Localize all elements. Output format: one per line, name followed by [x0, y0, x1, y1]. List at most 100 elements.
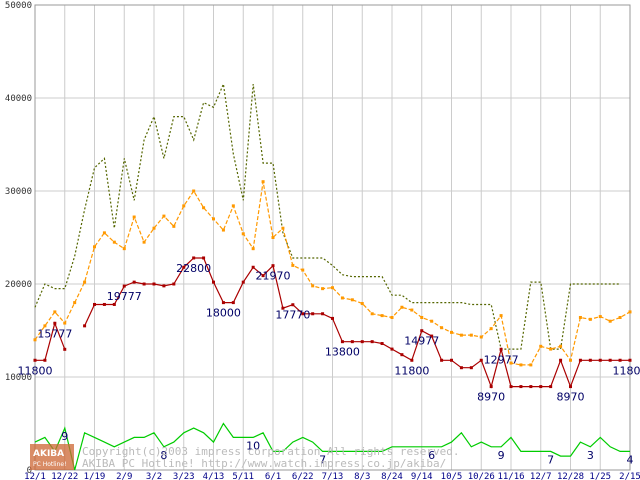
data-point — [628, 310, 632, 314]
data-point — [53, 321, 57, 325]
data-point — [360, 340, 364, 344]
price-label: 11800 — [18, 364, 53, 377]
price-label: 14977 — [404, 335, 439, 348]
data-point — [142, 282, 146, 286]
series-line-2 — [84, 257, 630, 389]
x-tick-label: 10/26 — [468, 472, 495, 480]
data-point — [221, 301, 225, 305]
data-point — [301, 312, 305, 316]
data-point — [122, 284, 126, 288]
data-point — [162, 284, 166, 288]
data-point — [489, 327, 493, 331]
series-line-0 — [34, 81, 621, 350]
data-point — [102, 302, 106, 306]
data-point — [588, 358, 592, 362]
data-point — [598, 358, 602, 362]
price-label: 11800 — [394, 364, 429, 377]
data-point — [569, 358, 572, 362]
x-tick-label: 12/1 — [24, 472, 46, 480]
data-point — [469, 366, 473, 370]
data-point — [192, 256, 196, 260]
data-point — [350, 298, 354, 302]
series-line-3 — [34, 422, 630, 471]
data-point — [152, 282, 156, 286]
data-point — [301, 268, 305, 272]
data-point — [479, 358, 483, 362]
y-tick-label: 0 — [27, 466, 32, 476]
watermark-line-1: Copyright(c)2003 impress corporation All… — [82, 445, 460, 458]
price-label: 22800 — [176, 262, 211, 275]
x-tick-label: 12/22 — [51, 472, 78, 480]
count-label: 7 — [547, 453, 554, 466]
data-point — [459, 366, 463, 370]
y-tick-label: 50000 — [5, 1, 32, 11]
data-point — [370, 312, 374, 316]
data-point — [73, 301, 77, 305]
logo-subtext: PC Hotline! — [33, 461, 66, 468]
data-point — [53, 310, 57, 314]
data-point — [311, 312, 315, 316]
data-point — [172, 224, 176, 228]
data-point — [529, 385, 533, 389]
data-point — [221, 228, 225, 232]
data-point — [43, 358, 47, 362]
grid-lines — [34, 4, 631, 471]
data-point — [370, 340, 374, 344]
y-axis: 0 10000 20000 30000 40000 50000 — [5, 1, 32, 476]
data-point — [83, 324, 87, 328]
x-tick-label: 4/13 — [203, 472, 225, 480]
data-point — [132, 215, 136, 219]
data-point — [608, 319, 612, 323]
data-point — [569, 385, 572, 389]
data-point — [380, 314, 384, 318]
data-point — [83, 280, 87, 284]
data-point — [122, 247, 126, 251]
data-point — [608, 358, 612, 362]
data-point — [459, 333, 463, 337]
count-label: 6 — [428, 449, 435, 462]
data-point — [598, 315, 602, 319]
data-point — [93, 302, 96, 306]
data-point — [499, 347, 503, 351]
x-tick-label: 8/3 — [354, 472, 370, 480]
data-point — [420, 329, 424, 333]
data-point — [440, 326, 444, 330]
data-point — [202, 206, 206, 210]
data-point — [202, 256, 206, 260]
data-point — [212, 217, 215, 221]
data-point — [390, 315, 394, 319]
data-point — [192, 189, 196, 193]
data-point — [390, 347, 394, 351]
x-tick-label: 10/5 — [441, 472, 463, 480]
data-point — [340, 340, 344, 344]
price-label: 21970 — [256, 270, 291, 283]
data-point — [182, 265, 186, 269]
data-point — [281, 306, 285, 310]
data-point — [539, 344, 543, 348]
series-lines — [33, 81, 632, 471]
logo-text: AKIBA — [33, 449, 64, 459]
data-point — [271, 236, 275, 239]
data-point — [321, 287, 325, 291]
x-tick-label: 2/15 — [619, 472, 640, 480]
price-label: 12977 — [484, 353, 519, 366]
data-point — [588, 317, 592, 321]
y-tick-label: 30000 — [5, 187, 32, 197]
data-point — [251, 247, 255, 251]
data-point — [489, 385, 493, 389]
count-label: 8 — [160, 449, 167, 462]
data-point — [331, 286, 334, 290]
data-point — [380, 342, 384, 346]
price-label: 18000 — [206, 307, 241, 320]
count-label: 4 — [627, 453, 634, 466]
y-tick-label: 40000 — [5, 94, 32, 104]
data-point — [430, 319, 434, 323]
y-tick-label: 10000 — [5, 373, 32, 383]
x-tick-label: 3/2 — [146, 472, 162, 480]
data-point — [261, 180, 265, 184]
x-tick-label: 1/19 — [84, 472, 106, 480]
x-tick-label: 8/24 — [381, 472, 403, 480]
count-label: 7 — [319, 453, 326, 466]
x-tick-label: 3/23 — [173, 472, 195, 480]
price-label: 19777 — [107, 290, 142, 303]
